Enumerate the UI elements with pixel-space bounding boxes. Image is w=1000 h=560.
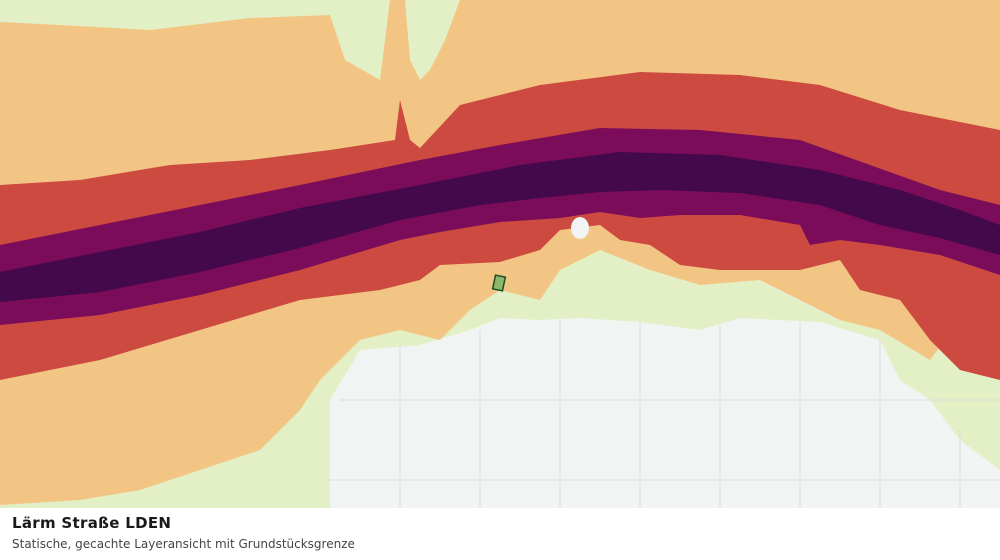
- noise-map: [0, 0, 1000, 508]
- caption: Lärm Straße LDEN Statische, gecachte Lay…: [0, 508, 1000, 560]
- built-area: [330, 318, 1000, 508]
- parcel-boundary: [491, 274, 507, 292]
- street-grid: [330, 320, 1000, 508]
- map-title: Lärm Straße LDEN: [12, 514, 172, 532]
- map-subtitle: Statische, gecachte Layeransicht mit Gru…: [12, 537, 355, 551]
- building: [571, 217, 589, 239]
- noise-band-70: [0, 152, 1000, 302]
